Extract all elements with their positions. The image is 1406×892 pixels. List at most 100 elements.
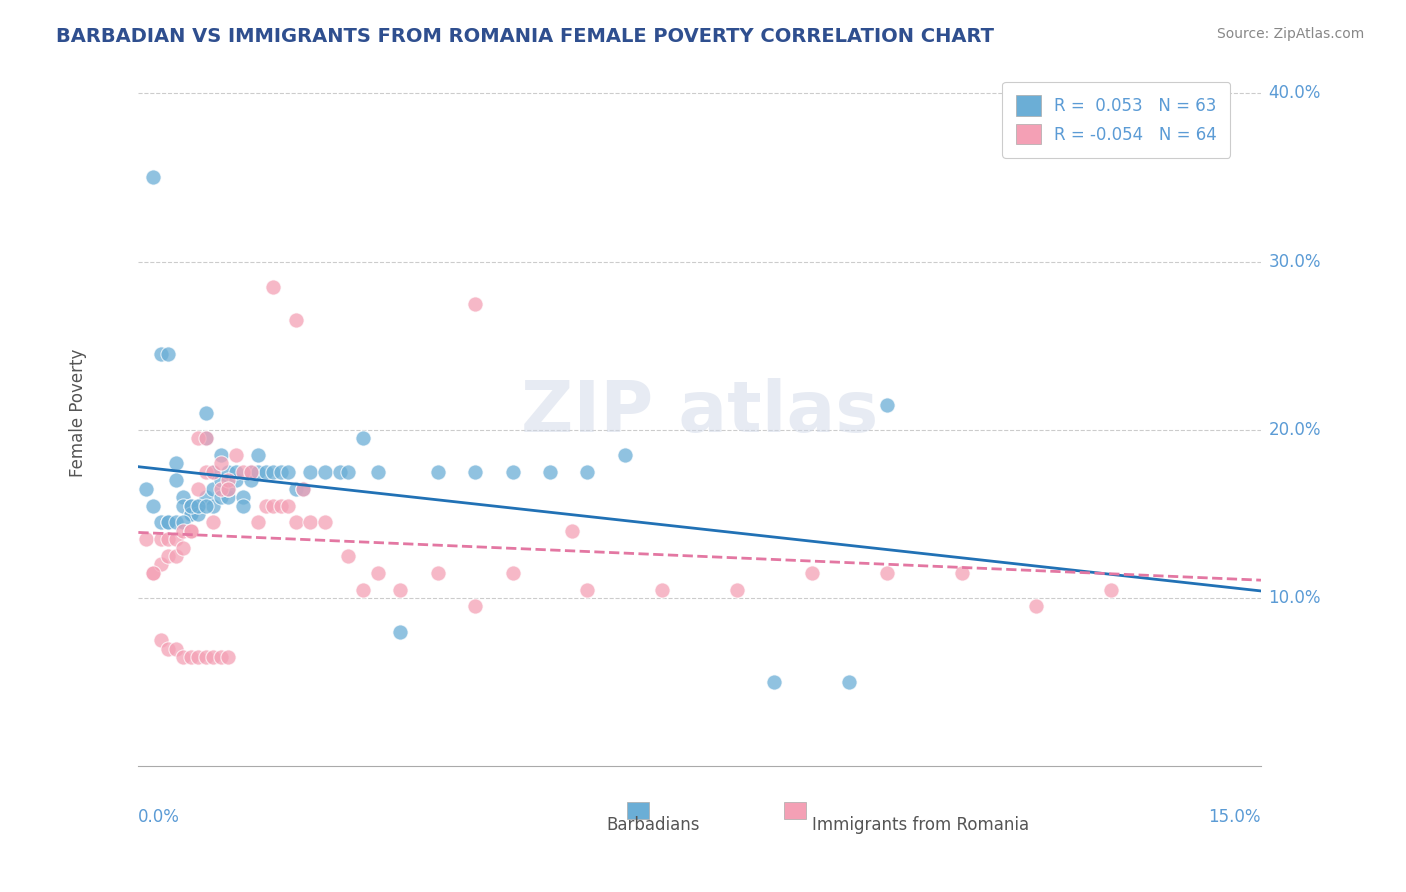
Text: BARBADIAN VS IMMIGRANTS FROM ROMANIA FEMALE POVERTY CORRELATION CHART: BARBADIAN VS IMMIGRANTS FROM ROMANIA FEM… bbox=[56, 27, 994, 45]
Point bbox=[172, 524, 194, 538]
Point bbox=[950, 566, 973, 580]
Point bbox=[284, 313, 307, 327]
Point bbox=[314, 465, 336, 479]
Point bbox=[180, 649, 202, 664]
Point bbox=[172, 541, 194, 555]
Point bbox=[172, 649, 194, 664]
Point bbox=[180, 524, 202, 538]
Point bbox=[270, 465, 292, 479]
Point bbox=[187, 499, 209, 513]
Point bbox=[165, 473, 187, 487]
Text: ZIP atlas: ZIP atlas bbox=[522, 378, 879, 448]
Text: 10.0%: 10.0% bbox=[1268, 589, 1320, 607]
Point bbox=[194, 431, 217, 445]
Point bbox=[202, 499, 225, 513]
Point bbox=[352, 431, 374, 445]
Point bbox=[172, 499, 194, 513]
Point bbox=[172, 490, 194, 504]
Point bbox=[426, 465, 449, 479]
Point bbox=[232, 499, 254, 513]
Point bbox=[1025, 599, 1047, 614]
Point bbox=[157, 641, 180, 656]
Point bbox=[142, 566, 165, 580]
Point bbox=[299, 465, 322, 479]
Point bbox=[225, 465, 247, 479]
Point bbox=[209, 448, 232, 462]
Point bbox=[202, 465, 225, 479]
Point bbox=[149, 633, 172, 648]
Point bbox=[262, 279, 284, 293]
Point bbox=[314, 516, 336, 530]
Point bbox=[232, 465, 254, 479]
Point bbox=[142, 499, 165, 513]
Point bbox=[187, 431, 209, 445]
Point bbox=[142, 566, 165, 580]
Point bbox=[180, 499, 202, 513]
Point bbox=[225, 473, 247, 487]
Point bbox=[247, 465, 270, 479]
Point bbox=[187, 649, 209, 664]
Point bbox=[1099, 582, 1122, 597]
FancyBboxPatch shape bbox=[783, 802, 806, 820]
Point bbox=[157, 516, 180, 530]
Point bbox=[217, 473, 239, 487]
Point bbox=[763, 675, 786, 690]
Point bbox=[194, 465, 217, 479]
Point bbox=[217, 465, 239, 479]
Point bbox=[292, 482, 315, 496]
Point bbox=[284, 516, 307, 530]
Point bbox=[426, 566, 449, 580]
Point bbox=[239, 465, 262, 479]
Point bbox=[336, 549, 359, 563]
Point bbox=[142, 170, 165, 185]
Point bbox=[202, 482, 225, 496]
Point bbox=[838, 675, 860, 690]
Point bbox=[194, 406, 217, 420]
Point bbox=[651, 582, 673, 597]
Point bbox=[254, 465, 277, 479]
FancyBboxPatch shape bbox=[627, 802, 650, 820]
Point bbox=[165, 457, 187, 471]
Point bbox=[165, 549, 187, 563]
Point bbox=[217, 490, 239, 504]
Point bbox=[209, 490, 232, 504]
Point bbox=[561, 524, 583, 538]
Point bbox=[876, 566, 898, 580]
Point bbox=[209, 473, 232, 487]
Point bbox=[232, 490, 254, 504]
Text: 15.0%: 15.0% bbox=[1208, 808, 1261, 826]
Point bbox=[165, 532, 187, 546]
Text: 30.0%: 30.0% bbox=[1268, 252, 1320, 270]
Point bbox=[277, 499, 299, 513]
Point bbox=[367, 465, 389, 479]
Point bbox=[538, 465, 561, 479]
Point bbox=[299, 516, 322, 530]
Point bbox=[202, 465, 225, 479]
Point bbox=[194, 649, 217, 664]
Point bbox=[157, 549, 180, 563]
Text: Immigrants from Romania: Immigrants from Romania bbox=[811, 816, 1029, 834]
Point bbox=[135, 532, 157, 546]
Text: Barbadians: Barbadians bbox=[606, 816, 700, 834]
Point bbox=[576, 465, 599, 479]
Point bbox=[149, 347, 172, 361]
Point bbox=[217, 482, 239, 496]
Point bbox=[157, 347, 180, 361]
Point bbox=[209, 482, 232, 496]
Point bbox=[187, 499, 209, 513]
Point bbox=[180, 507, 202, 521]
Point bbox=[367, 566, 389, 580]
Point bbox=[225, 448, 247, 462]
Point bbox=[800, 566, 823, 580]
Point bbox=[194, 431, 217, 445]
Point bbox=[180, 499, 202, 513]
Point bbox=[389, 582, 412, 597]
Point bbox=[172, 516, 194, 530]
Point bbox=[157, 532, 180, 546]
Text: Source: ZipAtlas.com: Source: ZipAtlas.com bbox=[1216, 27, 1364, 41]
Point bbox=[876, 398, 898, 412]
Point bbox=[576, 582, 599, 597]
Text: 40.0%: 40.0% bbox=[1268, 84, 1320, 103]
Point bbox=[149, 532, 172, 546]
Point bbox=[613, 448, 636, 462]
